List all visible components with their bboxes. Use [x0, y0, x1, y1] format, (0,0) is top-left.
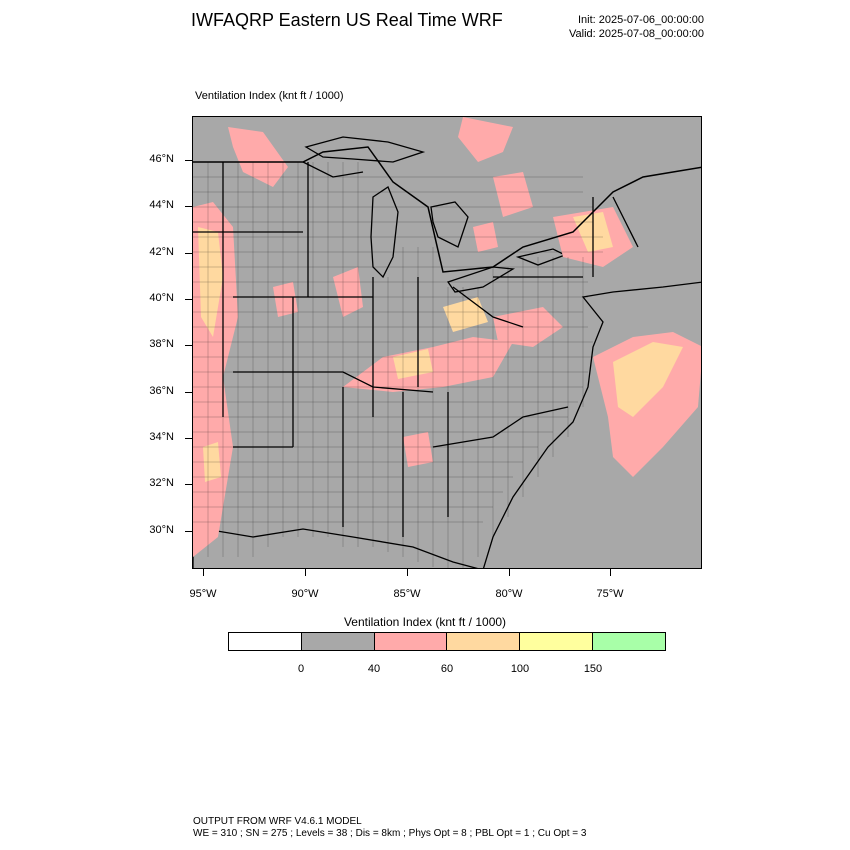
lon-tick-90 — [305, 569, 306, 576]
illinois-pink — [333, 267, 363, 317]
colorbar-swatch-40-60 — [374, 633, 448, 650]
colorbar-label-60: 60 — [440, 663, 454, 675]
lat-label-36: 36°N — [149, 385, 174, 397]
lon-tick-80 — [509, 569, 510, 576]
run-times: Init: 2025-07-06_00:00:00 Valid: 2025-07… — [569, 13, 704, 41]
lon-label-90: 90°W — [291, 588, 319, 600]
iowa-pink — [273, 282, 298, 317]
lat-tick-32 — [185, 484, 192, 485]
lat-tick-44 — [185, 206, 192, 207]
lon-label-85: 85°W — [393, 588, 421, 600]
us-canada-border — [193, 146, 701, 273]
colorbar-label-40: 40 — [367, 663, 381, 675]
lat-tick-40 — [185, 299, 192, 300]
colorbar-label-150: 150 — [583, 663, 603, 675]
lat-label-44: 44°N — [149, 199, 174, 211]
lat-label-38: 38°N — [149, 338, 174, 350]
offshore-tan — [613, 342, 683, 417]
lon-label-80: 80°W — [495, 588, 523, 600]
colorbar-swatch-above-150 — [593, 633, 665, 650]
model-info-line2: WE = 310 ; SN = 275 ; Levels = 38 ; Dis … — [193, 828, 587, 839]
lat-label-32: 32°N — [149, 477, 174, 489]
colorbar-swatch-60-100 — [447, 633, 521, 650]
quebec-pink-patch — [493, 172, 533, 217]
colorbar — [228, 632, 666, 651]
lake-superior — [304, 136, 426, 163]
lat-label-34: 34°N — [149, 431, 174, 443]
gulf-coast — [193, 526, 479, 568]
plot-label: Ventilation Index (knt ft / 1000) — [195, 90, 344, 102]
colorbar-label-0: 0 — [297, 663, 305, 675]
model-info-line1: OUTPUT FROM WRF V4.6.1 MODEL — [193, 816, 362, 827]
lat-tick-34 — [185, 438, 192, 439]
lat-tick-46 — [185, 160, 192, 161]
state-borders — [193, 161, 639, 537]
lat-label-46: 46°N — [149, 153, 174, 165]
lat-tick-30 — [185, 531, 192, 532]
colorbar-swatch-100-150 — [520, 633, 594, 650]
model-info: OUTPUT FROM WRF V4.6.1 MODEL WE = 310 ; … — [193, 816, 586, 840]
lon-tick-95 — [203, 569, 204, 576]
colorbar-swatch-0-40 — [301, 633, 375, 650]
lon-label-75: 75°W — [596, 588, 624, 600]
lat-tick-42 — [185, 253, 192, 254]
west-virginia-tan — [443, 297, 488, 332]
lake-erie — [446, 266, 516, 293]
lat-label-30: 30°N — [149, 524, 174, 536]
lat-label-40: 40°N — [149, 292, 174, 304]
chart-title: IWFAQRP Eastern US Real Time WRF — [191, 10, 503, 30]
colorbar-swatch-below-0 — [229, 633, 302, 650]
colorbar-title: Ventilation Index (knt ft / 1000) — [343, 615, 507, 629]
map-svg — [193, 117, 701, 568]
lat-tick-38 — [185, 345, 192, 346]
lat-tick-36 — [185, 392, 192, 393]
northwest-pink-patch — [228, 127, 288, 187]
ontario-pink-patch — [458, 117, 513, 162]
valid-time: Valid: 2025-07-08_00:00:00 — [569, 28, 704, 40]
colorbar-label-100: 100 — [510, 663, 530, 675]
map-panel — [192, 116, 702, 569]
lon-tick-85 — [407, 569, 408, 576]
init-time: Init: 2025-07-06_00:00:00 — [578, 14, 704, 26]
lon-tick-75 — [610, 569, 611, 576]
lon-label-95: 95°W — [189, 588, 217, 600]
lat-label-42: 42°N — [149, 246, 174, 258]
